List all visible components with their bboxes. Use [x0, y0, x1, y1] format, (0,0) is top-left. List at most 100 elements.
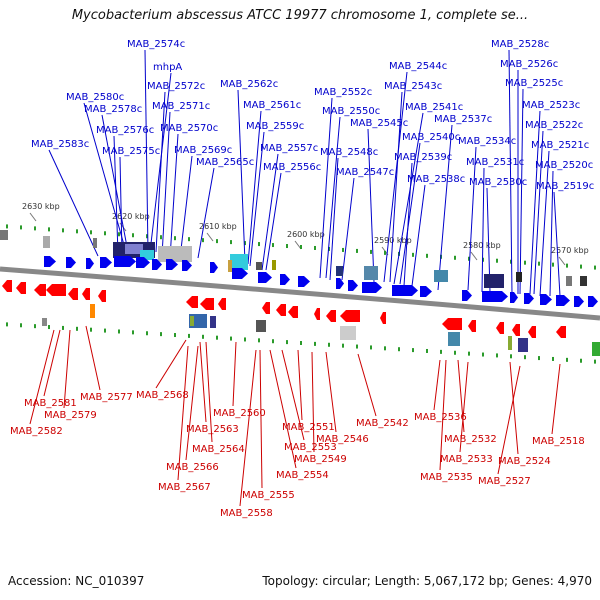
bottom-gene-label[interactable]: MAB_2566: [166, 462, 219, 473]
feature-box: [158, 246, 192, 262]
feature-box: [580, 276, 587, 286]
feature-dot: [20, 225, 22, 230]
top-gene-label[interactable]: MAB_2537c: [434, 114, 492, 125]
top-gene-label[interactable]: mhpA: [153, 62, 182, 73]
label-leader-line: [553, 191, 561, 297]
genome-summary: Topology: circular; Length: 5,067,172 bp…: [262, 574, 592, 588]
bottom-gene-label[interactable]: MAB_2518: [532, 436, 585, 447]
bottom-gene-label[interactable]: MAB_2567: [158, 482, 211, 493]
top-gene-label[interactable]: MAB_2525c: [505, 78, 563, 89]
top-gene-label[interactable]: MAB_2547c: [336, 167, 394, 178]
label-leader-line: [155, 339, 187, 389]
bottom-gene-label[interactable]: MAB_2553: [284, 442, 337, 453]
top-gene-label[interactable]: MAB_2539c: [394, 152, 452, 163]
bottom-strand-gene: [82, 288, 90, 300]
bottom-gene-label[interactable]: MAB_2551: [282, 422, 335, 433]
top-gene-label[interactable]: MAB_2521c: [531, 140, 589, 151]
top-gene-label[interactable]: MAB_2530c: [469, 177, 527, 188]
top-strand-gene: [574, 296, 584, 307]
bottom-gene-label[interactable]: MAB_2527: [478, 476, 531, 487]
bottom-gene-label[interactable]: MAB_2560: [213, 408, 266, 419]
chromosome-backbone: [0, 266, 600, 321]
bottom-gene-label[interactable]: MAB_2555: [242, 490, 295, 501]
bottom-gene-label[interactable]: MAB_2558: [220, 508, 273, 519]
bottom-gene-label[interactable]: MAB_2568: [136, 390, 189, 401]
top-gene-label[interactable]: MAB_2562c: [220, 79, 278, 90]
top-gene-label[interactable]: MAB_2531c: [466, 157, 524, 168]
top-gene-label[interactable]: MAB_2548c: [320, 147, 378, 158]
feature-box: [43, 236, 50, 248]
top-gene-label[interactable]: MAB_2576c: [96, 125, 154, 136]
label-leader-line: [467, 146, 477, 291]
feature-dot: [566, 357, 568, 362]
top-strand-gene: [524, 293, 534, 304]
top-gene-label[interactable]: MAB_2571c: [152, 101, 210, 112]
feature-box: [210, 316, 216, 328]
bottom-gene-label[interactable]: MAB_2524: [498, 456, 551, 467]
top-gene-label[interactable]: MAB_2569c: [174, 145, 232, 156]
label-leader-line: [155, 91, 166, 253]
top-gene-label[interactable]: MAB_2572c: [147, 81, 205, 92]
top-gene-label[interactable]: MAB_2561c: [243, 100, 301, 111]
feature-dot: [524, 355, 526, 360]
top-gene-label[interactable]: MAB_2543c: [384, 81, 442, 92]
top-gene-label[interactable]: MAB_2534c: [458, 136, 516, 147]
feature-dot: [552, 262, 554, 267]
feature-dot: [202, 334, 204, 339]
top-gene-label[interactable]: MAB_2528c: [491, 39, 549, 50]
top-gene-label[interactable]: MAB_2520c: [535, 160, 593, 171]
top-gene-label[interactable]: MAB_2556c: [263, 162, 321, 173]
feature-dot: [580, 358, 582, 363]
scale-tick-mark: [29, 212, 37, 222]
bottom-gene-label[interactable]: MAB_2577: [80, 392, 133, 403]
top-gene-label[interactable]: MAB_2578c: [84, 104, 142, 115]
top-gene-label[interactable]: MAB_2574c: [127, 39, 185, 50]
top-gene-label[interactable]: MAB_2519c: [536, 181, 594, 192]
bottom-gene-label[interactable]: MAB_2554: [276, 470, 329, 481]
bottom-gene-label[interactable]: MAB_2532: [444, 434, 497, 445]
top-gene-label[interactable]: MAB_2545c: [350, 118, 408, 129]
label-leader-line: [113, 135, 119, 255]
label-leader-line: [249, 131, 265, 267]
bottom-gene-label[interactable]: MAB_2542: [356, 418, 409, 429]
top-gene-label[interactable]: MAB_2522c: [525, 120, 583, 131]
bottom-gene-label[interactable]: MAB_2535: [420, 472, 473, 483]
top-gene-label[interactable]: MAB_2575c: [102, 146, 160, 157]
top-gene-label[interactable]: MAB_2552c: [314, 87, 372, 98]
label-leader-line: [383, 71, 408, 283]
label-leader-line: [357, 353, 377, 417]
top-gene-label[interactable]: MAB_2559c: [246, 121, 304, 132]
bottom-strand-gene: [2, 280, 12, 292]
top-strand-gene: [588, 296, 598, 307]
feature-dot: [62, 228, 64, 233]
top-gene-label[interactable]: MAB_2541c: [405, 102, 463, 113]
label-leader-line: [497, 365, 521, 475]
top-gene-label[interactable]: MAB_2526c: [500, 59, 558, 70]
label-leader-line: [149, 72, 172, 253]
top-gene-label[interactable]: MAB_2540c: [402, 132, 460, 143]
bottom-strand-gene: [468, 320, 476, 332]
bottom-gene-label[interactable]: MAB_2546: [316, 434, 369, 445]
top-gene-label[interactable]: MAB_2550c: [322, 106, 380, 117]
feature-dot: [426, 253, 428, 258]
top-gene-label[interactable]: MAB_2565c: [196, 157, 254, 168]
bottom-gene-label[interactable]: MAB_2563: [186, 424, 239, 435]
label-leader-line: [237, 89, 246, 263]
top-gene-label[interactable]: MAB_2538c: [407, 174, 465, 185]
bottom-gene-label[interactable]: MAB_2564: [192, 444, 245, 455]
bottom-gene-label[interactable]: MAB_2549: [294, 454, 347, 465]
bottom-gene-label[interactable]: MAB_2533: [440, 454, 493, 465]
top-gene-label[interactable]: MAB_2570c: [160, 123, 218, 134]
bottom-gene-label[interactable]: MAB_2582: [10, 426, 63, 437]
label-leader-line: [161, 111, 171, 257]
top-gene-label[interactable]: MAB_2523c: [522, 100, 580, 111]
bottom-strand-gene: [16, 282, 26, 294]
bottom-gene-label[interactable]: MAB_2579: [44, 410, 97, 421]
bottom-gene-label[interactable]: MAB_2536: [414, 412, 467, 423]
top-gene-label[interactable]: MAB_2583c: [31, 139, 89, 150]
bottom-gene-label[interactable]: MAB_2581: [24, 398, 77, 409]
top-gene-label[interactable]: MAB_2557c: [260, 143, 318, 154]
top-gene-label[interactable]: MAB_2580c: [66, 92, 124, 103]
top-gene-label[interactable]: MAB_2544c: [389, 61, 447, 72]
